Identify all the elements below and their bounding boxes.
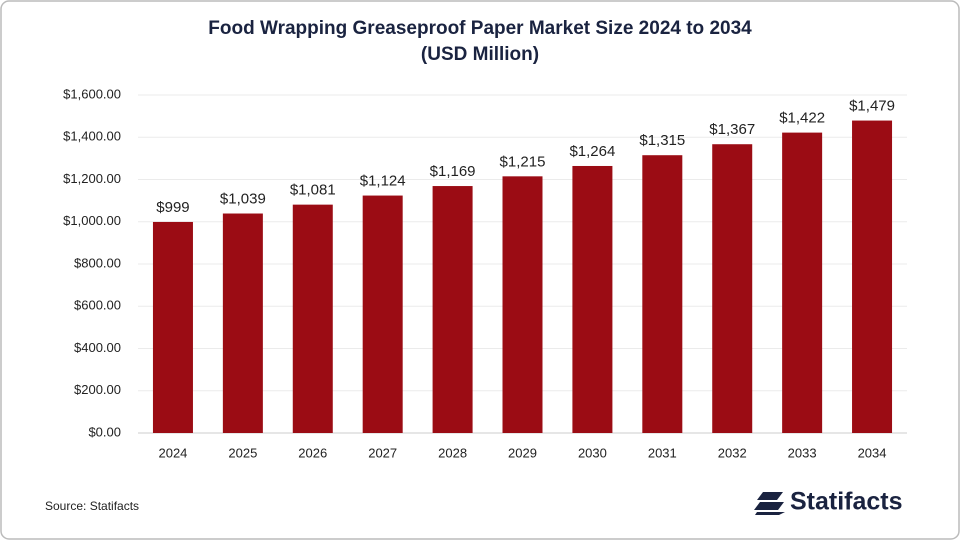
value-label: $1,039 <box>220 190 266 207</box>
x-tick-label: 2025 <box>228 445 257 460</box>
logo-icon <box>754 492 785 515</box>
y-tick-label: $200.00 <box>74 382 121 397</box>
brand: Statifacts <box>790 488 903 516</box>
value-label: $1,081 <box>290 182 336 199</box>
x-tick-label: 2028 <box>438 445 467 460</box>
y-tick-label: $800.00 <box>74 255 121 270</box>
value-label: $999 <box>156 199 189 216</box>
y-tick-label: $1,400.00 <box>63 129 121 144</box>
x-tick-label: 2034 <box>858 445 887 460</box>
value-label: $1,124 <box>360 173 406 190</box>
bar <box>152 221 193 433</box>
x-tick-label: 2033 <box>788 445 817 460</box>
bar <box>432 186 473 433</box>
value-label: $1,315 <box>639 132 685 149</box>
y-tick-label: $0.00 <box>88 424 121 439</box>
value-label: $1,264 <box>569 143 615 160</box>
bar <box>222 213 263 433</box>
chart-title: Food Wrapping Greaseproof Paper Market S… <box>208 18 752 39</box>
y-tick-label: $600.00 <box>74 298 121 313</box>
y-tick-label: $1,200.00 <box>63 171 121 186</box>
x-tick-label: 2027 <box>368 445 397 460</box>
x-tick-label: 2030 <box>578 445 607 460</box>
y-tick-label: $1,000.00 <box>63 213 121 228</box>
value-label: $1,422 <box>779 110 825 127</box>
bar <box>502 176 543 434</box>
y-tick-label: $400.00 <box>74 340 121 355</box>
chart-subtitle: (USD Million) <box>421 44 539 65</box>
x-tick-label: 2032 <box>718 445 747 460</box>
bar <box>292 204 333 433</box>
value-label: $1,215 <box>500 153 546 170</box>
y-tick-label: $1,600.00 <box>63 86 121 101</box>
bar <box>852 120 893 433</box>
x-tick-label: 2024 <box>158 445 187 460</box>
bar <box>362 195 403 433</box>
value-label: $1,367 <box>709 121 755 138</box>
x-tick-label: 2026 <box>298 445 327 460</box>
value-label: $1,479 <box>849 98 895 115</box>
x-tick-label: 2031 <box>648 445 677 460</box>
source: Source: Statifacts <box>45 499 139 513</box>
x-tick-label: 2029 <box>508 445 537 460</box>
value-label: $1,169 <box>430 163 476 180</box>
bar <box>572 165 613 434</box>
bar <box>712 144 753 433</box>
bar <box>782 132 823 434</box>
bar <box>642 155 683 434</box>
